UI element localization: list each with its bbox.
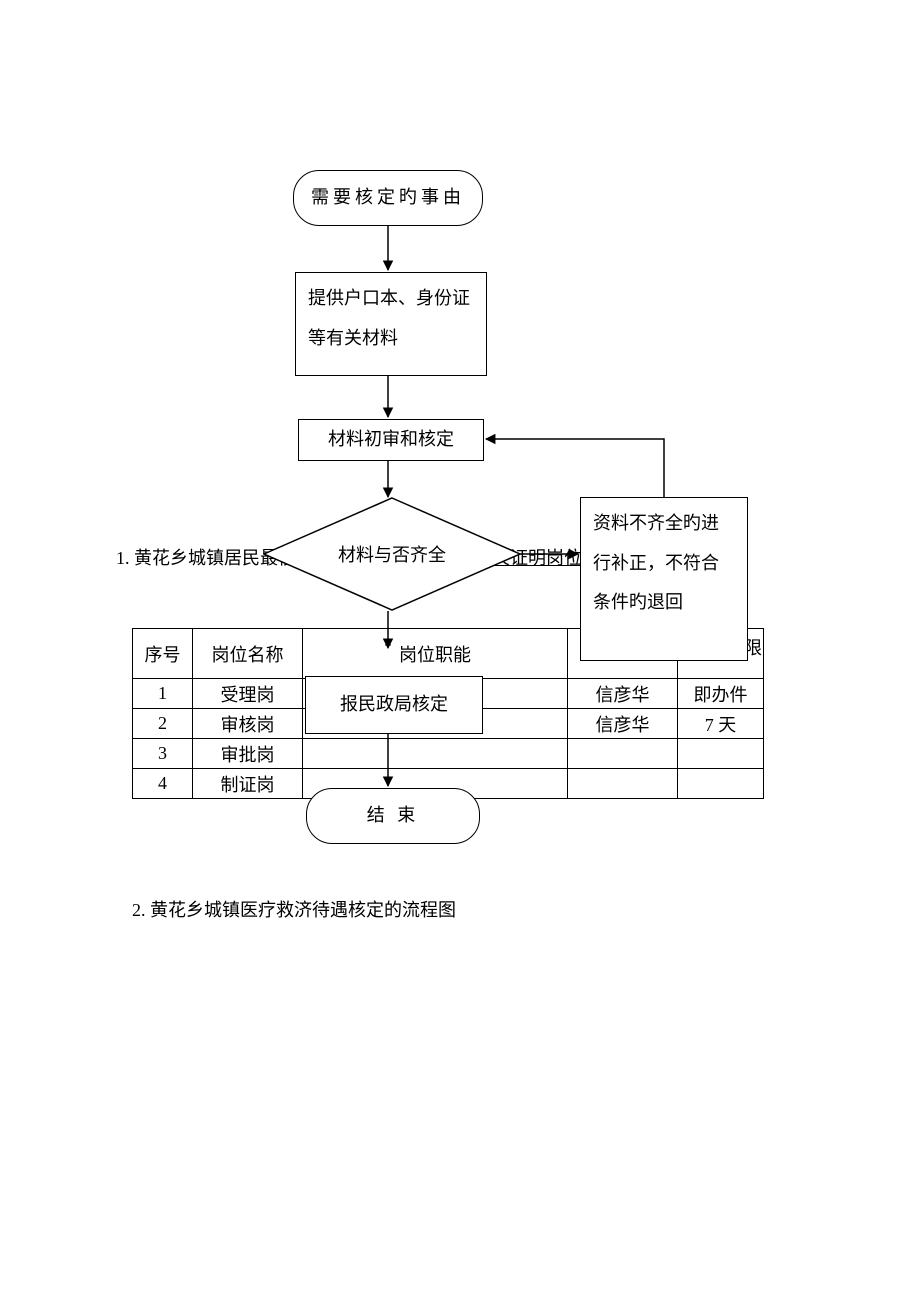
node-end-label: 结 束 — [367, 796, 420, 836]
node-end: 结 束 — [306, 788, 480, 844]
node-decision-complete: 材料与否齐全 — [263, 497, 521, 611]
node-reject-label: 资料不齐全旳进行补正，不符合条件旳退回 — [593, 504, 735, 623]
col-position-name: 岗位名称 — [193, 629, 303, 679]
node-reject-supplement: 资料不齐全旳进行补正，不符合条件旳退回 — [580, 497, 748, 661]
node-start-label: 需要核定旳事由 — [311, 178, 465, 218]
node-provide-materials: 提供户口本、身份证等有关材料 — [295, 272, 487, 376]
node-decision-label: 材料与否齐全 — [263, 541, 521, 567]
node-start: 需要核定旳事由 — [293, 170, 483, 226]
node-submit-label: 报民政局核定 — [340, 694, 448, 716]
node-submit-bureau: 报民政局核定 — [305, 676, 483, 734]
node-review-label: 材料初审和核定 — [328, 429, 454, 451]
col-position-duty: 岗位职能 — [303, 629, 568, 679]
section-2-caption: 2. 黄花乡城镇医疗救济待遇核定的流程图 — [132, 896, 456, 922]
node-initial-review: 材料初审和核定 — [298, 419, 484, 461]
flowchart-canvas: 1. 黄花乡城镇居民最低 有关证明岗位 限 序号 岗位名称 岗位职能 1受理岗信… — [0, 0, 920, 1301]
node-provide-label: 提供户口本、身份证等有关材料 — [308, 279, 474, 358]
col-seq: 序号 — [133, 629, 193, 679]
table-row: 3审批岗 — [133, 739, 764, 769]
